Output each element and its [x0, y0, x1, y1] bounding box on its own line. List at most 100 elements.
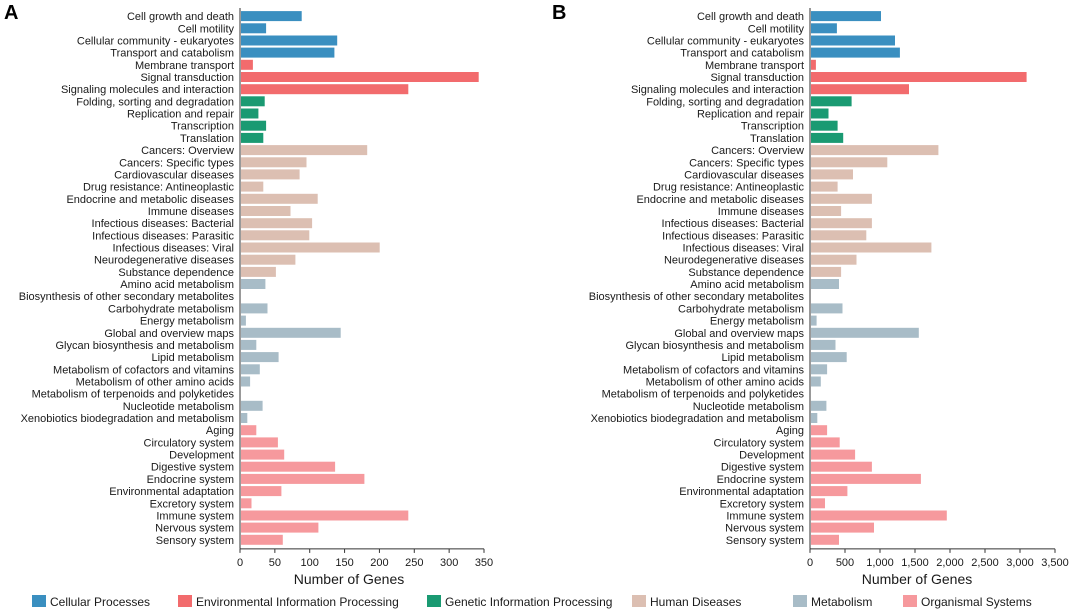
category-label: Aging — [776, 425, 804, 437]
bar — [811, 400, 827, 411]
legend-label: Metabolism — [811, 595, 872, 609]
bar — [241, 169, 300, 180]
bar — [241, 522, 319, 533]
bar — [811, 449, 856, 460]
bar — [241, 108, 259, 119]
bar — [811, 120, 838, 131]
category-label: Substance dependence — [118, 267, 234, 279]
category-label: Sensory system — [156, 535, 234, 547]
bar — [241, 157, 307, 168]
category-label: Infectious diseases: Bacterial — [92, 218, 234, 230]
bar — [241, 242, 380, 253]
bar — [811, 96, 852, 107]
panel-b-x-axis-title: Number of Genes — [862, 571, 973, 587]
category-label: Metabolism of other amino acids — [76, 377, 235, 389]
x-tick-label: 1,000 — [866, 557, 894, 569]
category-label: Transcription — [741, 121, 804, 133]
category-label: Infectious diseases: Parasitic — [92, 230, 234, 242]
category-label: Endocrine and metabolic diseases — [66, 194, 234, 206]
x-tick-label: 300 — [440, 557, 458, 569]
category-label: Infectious diseases: Parasitic — [662, 230, 804, 242]
bar — [811, 473, 921, 484]
category-label: Translation — [180, 133, 234, 145]
bar — [811, 266, 842, 277]
bar — [811, 181, 838, 192]
bar — [811, 23, 837, 34]
category-label: Development — [739, 450, 804, 462]
bar — [811, 510, 947, 521]
category-label: Neurodegenerative diseases — [94, 255, 235, 267]
x-tick-label: 150 — [335, 557, 353, 569]
bar — [241, 534, 283, 545]
category-label: Metabolism of cofactors and vitamins — [53, 364, 234, 376]
category-label: Translation — [750, 133, 804, 145]
bar — [811, 206, 842, 216]
category-label: Nervous system — [155, 523, 234, 535]
bar — [811, 84, 909, 95]
category-label: Amino acid metabolism — [690, 279, 804, 291]
bar — [241, 72, 479, 82]
bar — [241, 132, 264, 143]
bar — [241, 96, 265, 107]
category-label: Cell motility — [748, 23, 805, 35]
legend-swatch — [793, 595, 807, 607]
bar — [241, 315, 246, 326]
category-label: Metabolism of terpenoids and polyketides — [602, 389, 805, 401]
category-label: Sensory system — [726, 535, 804, 547]
category-label: Endocrine system — [717, 474, 804, 486]
category-label: Endocrine and metabolic diseases — [636, 194, 804, 206]
category-label: Signal transduction — [710, 72, 804, 84]
bar — [811, 413, 818, 423]
category-label: Cancers: Specific types — [689, 157, 804, 169]
bar — [811, 193, 872, 204]
category-label: Transport and catabolism — [110, 48, 234, 60]
bar — [811, 145, 939, 156]
bar — [241, 461, 336, 472]
bar — [241, 35, 338, 46]
category-label: Cancers: Overview — [711, 145, 804, 157]
panel-b-letter: B — [552, 2, 566, 24]
category-label: Metabolism of terpenoids and polyketides — [32, 389, 235, 401]
category-label: Infectious diseases: Viral — [683, 243, 804, 255]
bar — [811, 327, 919, 338]
legend-swatch — [178, 595, 192, 607]
category-label: Environmental adaptation — [109, 486, 234, 498]
bar — [811, 279, 839, 289]
x-tick-label: 3,500 — [1041, 557, 1069, 569]
category-label: Signal transduction — [140, 72, 234, 84]
bar — [241, 230, 310, 241]
bar — [811, 47, 900, 58]
legend-label: Cellular Processes — [50, 595, 150, 609]
bar — [811, 157, 888, 168]
category-label: Xenobiotics biodegradation and metabolis… — [21, 413, 234, 425]
category-label: Transcription — [171, 121, 234, 133]
bar — [241, 413, 248, 423]
bar — [811, 315, 817, 326]
x-tick-label: 1,500 — [901, 557, 929, 569]
bar — [811, 72, 1027, 82]
category-label: Digestive system — [721, 462, 804, 474]
category-label: Global and overview maps — [674, 328, 804, 340]
category-label: Carbohydrate metabolism — [108, 303, 234, 315]
category-label: Cancers: Specific types — [119, 157, 234, 169]
category-label: Lipid metabolism — [151, 352, 234, 364]
bar — [811, 35, 895, 46]
category-label: Digestive system — [151, 462, 234, 474]
panel-a-letter: A — [4, 2, 18, 24]
bar — [811, 425, 828, 436]
legend-swatch — [32, 595, 46, 607]
bar — [241, 254, 296, 265]
category-label: Cardiovascular diseases — [114, 169, 234, 181]
x-tick-label: 100 — [301, 557, 319, 569]
category-label: Drug resistance: Antineoplastic — [83, 182, 235, 194]
bar — [811, 522, 874, 533]
bar — [811, 534, 839, 545]
bar — [811, 461, 872, 472]
bar — [811, 498, 825, 509]
bar — [241, 193, 318, 204]
bar — [241, 266, 276, 277]
bar — [241, 120, 267, 131]
category-label: Membrane transport — [705, 60, 804, 72]
category-label: Cellular community - eukaryotes — [77, 36, 235, 48]
bar — [241, 498, 252, 509]
